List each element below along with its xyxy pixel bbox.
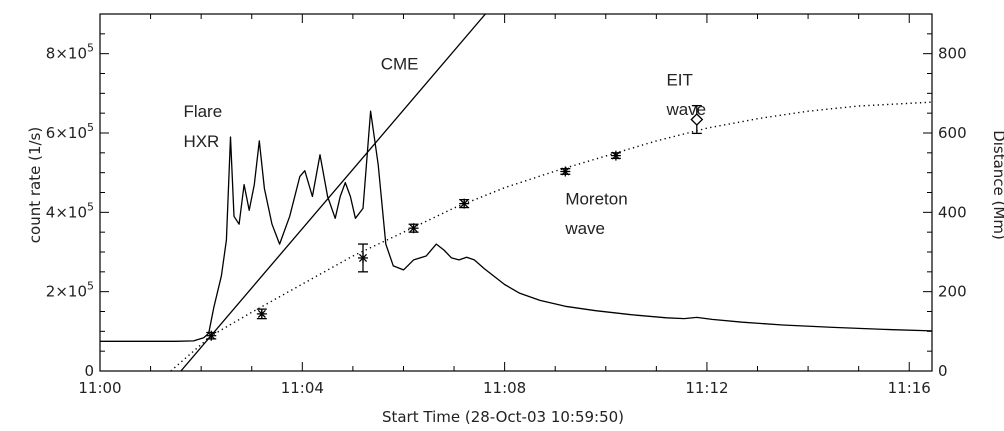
annotation-label: EIT (666, 70, 692, 89)
y-tick-label-base: 8×10 (46, 45, 87, 63)
asterisk-stroke (611, 151, 620, 160)
data-point-asterisk (610, 150, 621, 161)
plot-area (100, 14, 932, 371)
y-tick-label-base: 0 (84, 362, 94, 380)
y-tick-label: 6×105 (46, 121, 94, 142)
data-point-asterisk (459, 198, 470, 209)
y2-tick-label: 400 (938, 203, 967, 221)
plot-frame (99, 13, 933, 372)
series-line-0 (100, 110, 932, 342)
y-tick-label-base: 4×10 (46, 203, 87, 221)
y-tick-label: 0 (84, 362, 94, 380)
asterisk-stroke (358, 253, 368, 263)
series-line-2 (170, 101, 932, 371)
y-tick-label-base: 2×10 (46, 283, 87, 301)
y-tick-label-base: 6×10 (46, 124, 87, 142)
x-tick-label: 11:16 (888, 379, 931, 397)
annotation-label: CME (381, 55, 419, 74)
data-point-asterisk (206, 330, 217, 341)
asterisk-stroke (409, 224, 418, 233)
y2-tick-label: 0 (938, 362, 948, 380)
asterisk-stroke (561, 167, 570, 176)
x-tick-label: 11:08 (483, 379, 526, 397)
x-axis-title: Start Time (28-Oct-03 10:59:50) (382, 408, 624, 426)
y2-tick-label: 200 (938, 283, 967, 301)
x-tick-label: 11:00 (78, 379, 121, 397)
y2-tick-label: 800 (938, 45, 967, 63)
annotation-label: Flare (183, 102, 222, 121)
y-tick-label-exponent: 5 (87, 280, 94, 293)
annotation-label: Moreton (565, 189, 627, 208)
y-tick-label-exponent: 5 (87, 200, 94, 213)
annotation-label: HXR (183, 132, 219, 151)
data-point-asterisk (256, 308, 267, 320)
asterisk-stroke (460, 199, 469, 208)
axes (99, 13, 933, 372)
x-tick-label: 11:12 (685, 379, 728, 397)
annotation-label: wave (564, 219, 605, 238)
series-line-1 (180, 14, 486, 371)
asterisk-stroke (207, 331, 216, 340)
y2-tick-label: 600 (938, 124, 967, 142)
data-point-asterisk (560, 166, 571, 177)
y-tick-label-exponent: 5 (87, 42, 94, 55)
data-point-asterisk (358, 243, 369, 273)
asterisk-stroke (257, 309, 266, 318)
y-tick-label: 8×105 (46, 42, 94, 63)
y-tick-label-exponent: 5 (87, 121, 94, 134)
y-tick-label: 4×105 (46, 200, 94, 221)
data-point-asterisk (408, 223, 419, 234)
annotation-label: wave (665, 100, 706, 119)
diamond-marker (690, 113, 704, 126)
x-tick-label: 11:04 (281, 379, 324, 397)
y-tick-label: 2×105 (46, 280, 94, 301)
y2-axis-title: Distance (Mm) (990, 130, 1004, 240)
y-axis-title: count rate (1/s) (26, 127, 44, 243)
data-point-diamond (690, 104, 704, 135)
labels: 11:00 11:04 11:08 11:12 11:1602×1054×1056×10… (46, 42, 967, 397)
